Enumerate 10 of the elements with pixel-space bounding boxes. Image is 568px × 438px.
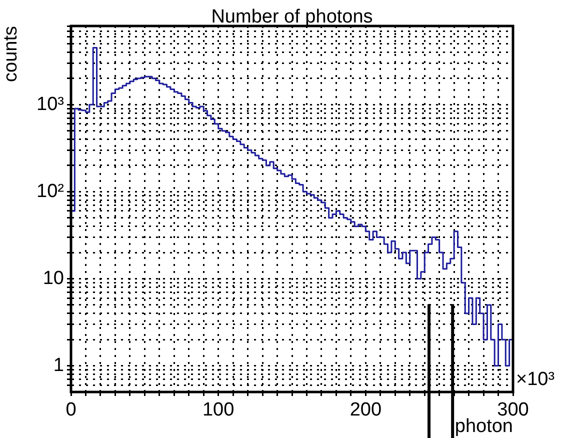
y-tick-label: 10² <box>36 180 64 202</box>
x-tick-label: 0 <box>66 400 76 421</box>
y-tick-label: 10³ <box>36 94 64 115</box>
x-tick-label: 200 <box>350 400 382 421</box>
x-tick-label: 100 <box>202 400 234 421</box>
chart-title: Number of photons <box>211 6 373 28</box>
y-axis-title: counts <box>0 26 22 82</box>
y-tick-label: 10 <box>42 268 64 289</box>
y-tick-label: 1 <box>53 355 64 376</box>
text: ×10³ <box>516 369 555 390</box>
